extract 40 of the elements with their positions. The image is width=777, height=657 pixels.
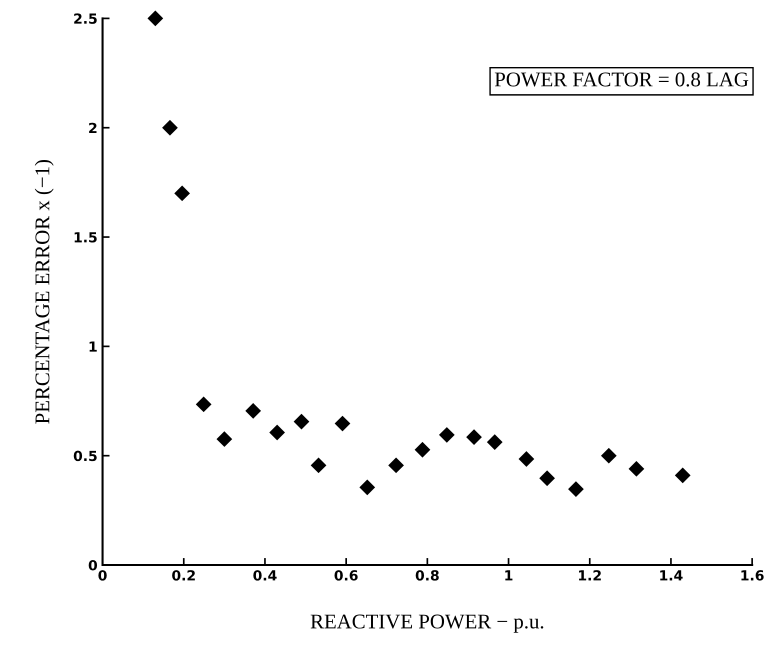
point	[601, 448, 616, 464]
x-tick-label: 1.6	[741, 570, 764, 581]
point	[270, 424, 285, 440]
x-tick-label: 0	[98, 570, 107, 581]
point	[675, 468, 690, 483]
x-tick-label: 0.4	[253, 570, 277, 581]
point	[487, 434, 502, 450]
x-tick-label: 0.2	[172, 570, 195, 581]
point	[360, 480, 375, 495]
point	[414, 442, 430, 458]
annotation: POWER FACTOR = 0.8 LAG	[494, 72, 748, 87]
point	[216, 432, 232, 447]
x-tick-label: 0.6	[334, 570, 358, 581]
point	[246, 403, 261, 418]
point	[294, 414, 310, 430]
y-axis-title: PERCENTAGE ERROR x (−1)	[34, 160, 54, 424]
y-tick-label: 0.5	[74, 450, 97, 462]
point	[310, 458, 326, 473]
point	[466, 430, 482, 445]
point	[162, 120, 178, 136]
point	[174, 186, 190, 201]
y-tick-label: 1.5	[74, 232, 97, 243]
y-tick-label: 0	[88, 560, 98, 570]
point	[540, 470, 555, 486]
x-tick-label: 1	[505, 570, 512, 580]
x-tick-label: 0.8	[416, 570, 439, 581]
point	[628, 461, 644, 476]
point	[518, 451, 534, 467]
point	[568, 482, 584, 497]
point	[334, 416, 350, 432]
y-tick-label: 2	[89, 122, 96, 133]
point	[388, 458, 404, 473]
y-tick-label: 1	[90, 342, 97, 352]
point	[196, 396, 212, 412]
x-axis-title: REACTIVE POWER − p.u.	[310, 614, 544, 633]
point	[439, 427, 454, 442]
point	[148, 10, 163, 26]
x-tick-label: 1.2	[579, 570, 601, 580]
y-tick-label: 2.5	[74, 13, 97, 24]
x-tick-label: 1.4	[660, 570, 683, 580]
